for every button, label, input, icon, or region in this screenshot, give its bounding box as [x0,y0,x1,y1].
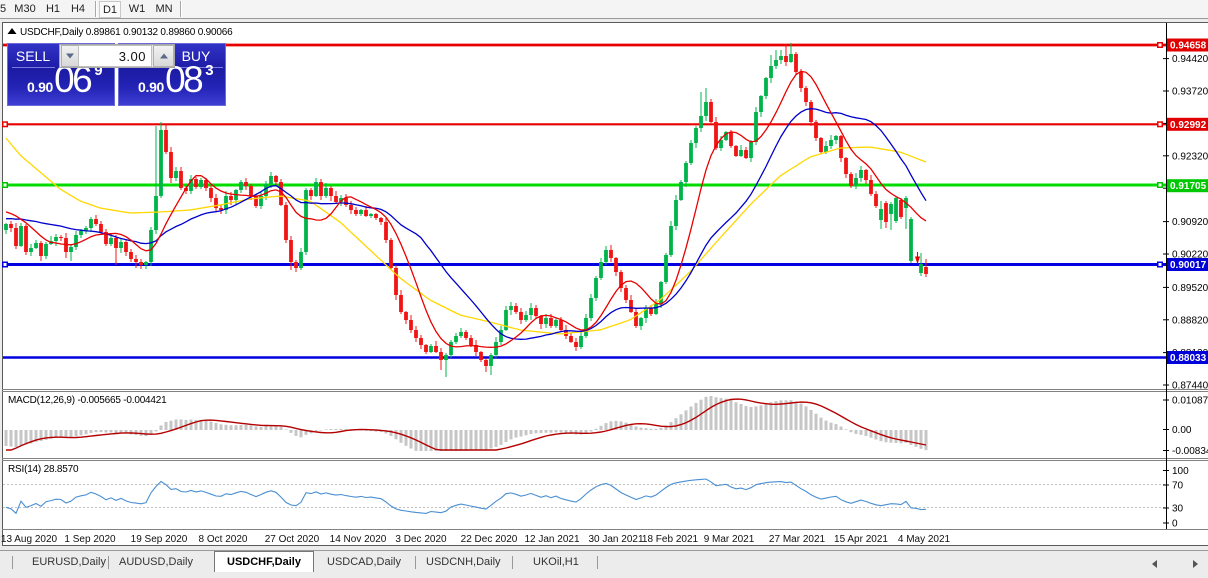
svg-text:27 Mar 2021: 27 Mar 2021 [769,534,826,545]
svg-text:0.92320: 0.92320 [1172,151,1208,162]
svg-text:USDCHF,Daily 0.89861 0.90132: USDCHF,Daily 0.89861 0.90132 0.89860 0.9… [20,27,233,38]
svg-text:0.88033: 0.88033 [1170,353,1207,364]
svg-text:0.91705: 0.91705 [1170,181,1207,192]
svg-text:27 Oct 2020: 27 Oct 2020 [265,534,320,545]
svg-text:13 Aug 2020: 13 Aug 2020 [1,534,58,545]
svg-text:9 Mar 2021: 9 Mar 2021 [704,534,755,545]
svg-text:12 Jan 2021: 12 Jan 2021 [524,534,579,545]
svg-text:100: 100 [1172,466,1189,477]
svg-text:1 Sep 2020: 1 Sep 2020 [64,534,116,545]
svg-text:0.93720: 0.93720 [1172,87,1208,98]
svg-text:30 Jan 2021: 30 Jan 2021 [588,534,643,545]
svg-text:70: 70 [1172,481,1184,492]
svg-text:15 Apr 2021: 15 Apr 2021 [834,534,888,545]
svg-text:0.94420: 0.94420 [1172,54,1208,65]
svg-text:0: 0 [1172,519,1178,530]
svg-text:8 Oct 2020: 8 Oct 2020 [199,534,248,545]
svg-text:-0.0083431: -0.0083431 [1172,446,1208,457]
svg-text:MACD(12,26,9) -0.005665 -0.004: MACD(12,26,9) -0.005665 -0.004421 [8,395,167,406]
svg-text:0.010871: 0.010871 [1172,396,1208,407]
svg-text:19 Sep 2020: 19 Sep 2020 [131,534,188,545]
svg-text:0.89520: 0.89520 [1172,283,1208,294]
svg-text:0.00: 0.00 [1172,425,1192,436]
svg-text:22 Dec 2020: 22 Dec 2020 [461,534,518,545]
svg-text:3 Dec 2020: 3 Dec 2020 [395,534,447,545]
svg-text:0.90920: 0.90920 [1172,217,1208,228]
svg-text:0.90017: 0.90017 [1170,260,1207,271]
svg-text:0.94658: 0.94658 [1170,41,1207,52]
svg-text:18 Feb 2021: 18 Feb 2021 [642,534,699,545]
svg-text:4 May 2021: 4 May 2021 [898,534,951,545]
svg-text:30: 30 [1172,504,1184,515]
svg-text:0.88820: 0.88820 [1172,315,1208,326]
svg-text:RSI(14) 28.8570: RSI(14) 28.8570 [8,464,79,475]
svg-text:0.87440: 0.87440 [1172,381,1208,392]
svg-text:0.92992: 0.92992 [1170,120,1207,131]
svg-text:0.90220: 0.90220 [1172,250,1208,261]
svg-text:14 Nov 2020: 14 Nov 2020 [330,534,387,545]
